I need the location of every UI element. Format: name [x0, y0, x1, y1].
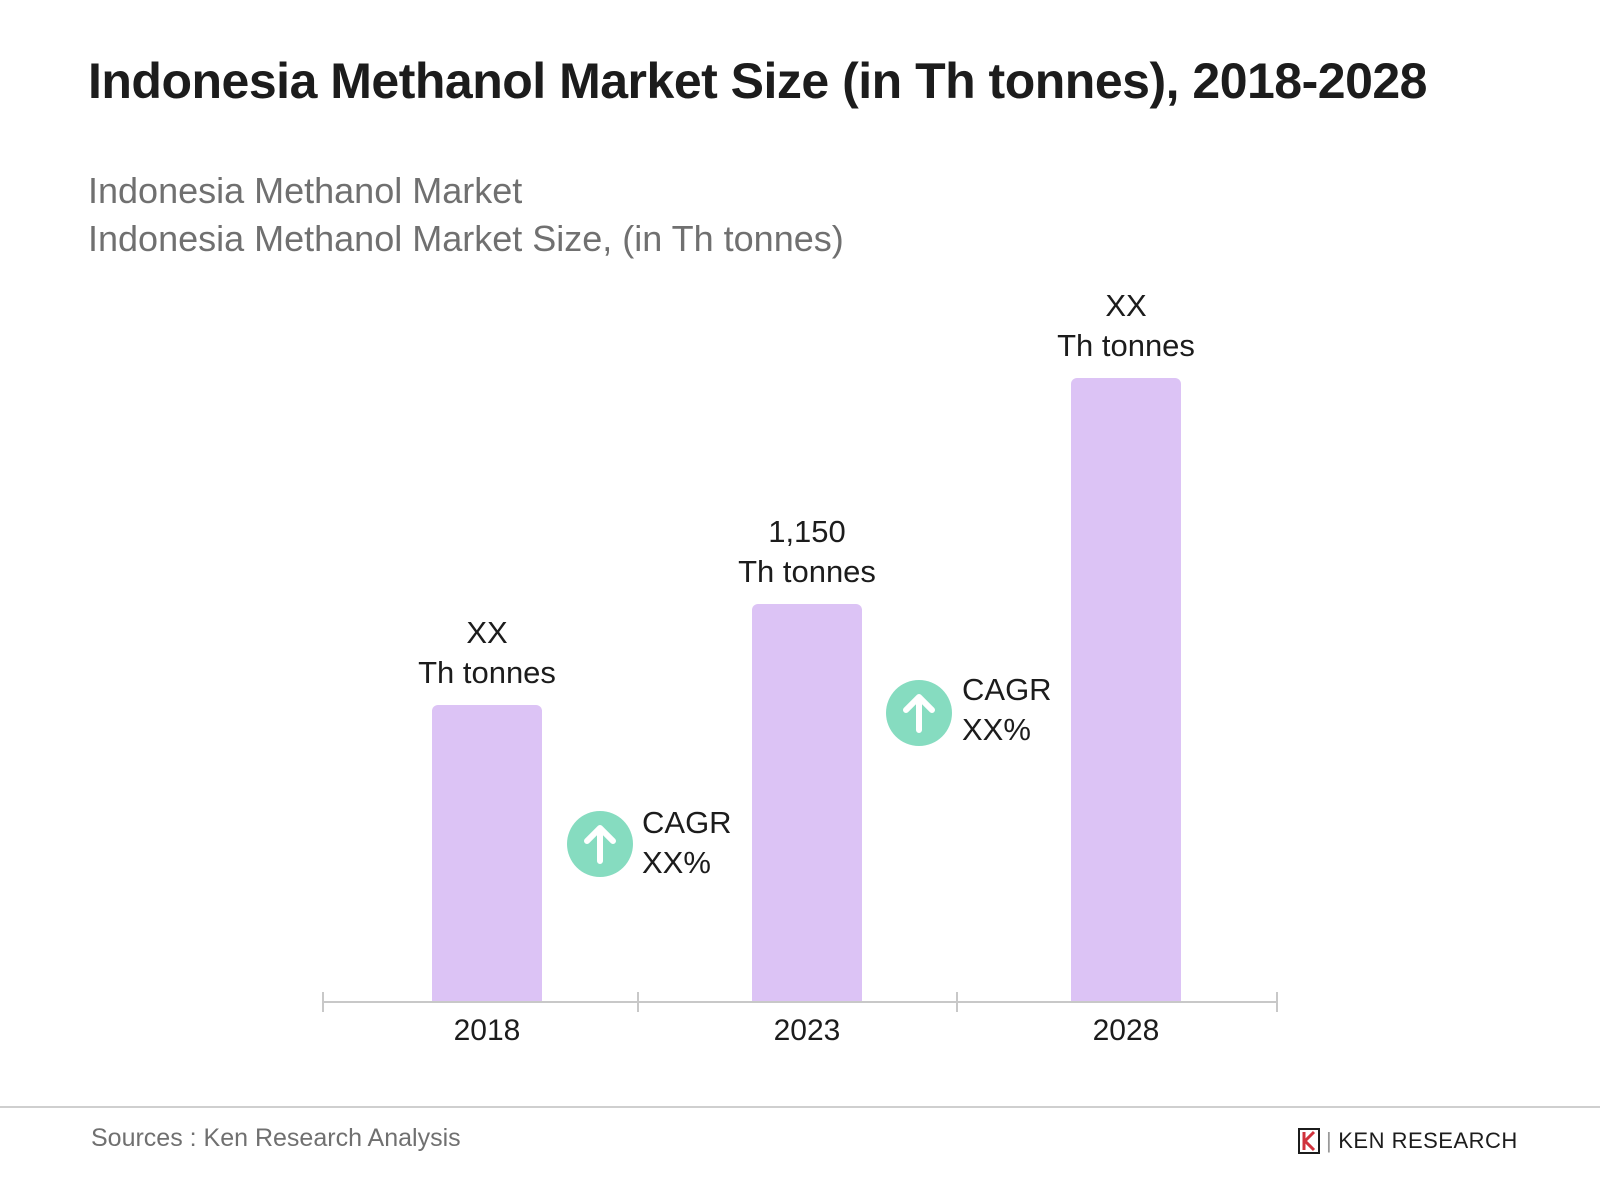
brand-name: KEN RESEARCH: [1338, 1128, 1518, 1153]
cagr-label: CAGR: [642, 805, 732, 840]
cagr-label: CAGR: [962, 672, 1052, 707]
cagr-arrow-up-icon: [886, 680, 952, 746]
axis-tick: [1276, 992, 1278, 1012]
x-axis: [323, 1001, 1277, 1003]
footer-divider: [0, 1106, 1600, 1108]
axis-tick: [322, 992, 324, 1012]
data-label: 1,150 Th tonnes: [697, 512, 917, 592]
cagr-annotation-1: CAGR XX%: [642, 803, 732, 883]
x-tick-label: 2018: [453, 1014, 521, 1047]
source-note: Sources : Ken Research Analysis: [91, 1124, 461, 1152]
x-tick-label: 2028: [1092, 1014, 1160, 1047]
ken-research-logo-icon: [1298, 1128, 1320, 1154]
data-label: XX Th tonnes: [377, 613, 597, 693]
cagr-value: XX%: [642, 845, 711, 880]
axis-tick: [637, 992, 639, 1012]
cagr-annotation-2: CAGR XX%: [962, 670, 1052, 750]
subtitle-1: Indonesia Methanol Market: [88, 170, 523, 211]
data-label: XX Th tonnes: [1016, 286, 1236, 366]
bar-2018: [432, 705, 542, 1001]
data-label-unit: Th tonnes: [418, 655, 556, 691]
ken-research-logo: | KEN RESEARCH: [1298, 1128, 1518, 1154]
data-label-value: 1,150: [768, 514, 846, 549]
bar-2023: [752, 604, 862, 1001]
data-label-value: XX: [466, 615, 508, 651]
data-label-unit: Th tonnes: [738, 554, 876, 589]
axis-tick: [956, 992, 958, 1012]
cagr-arrow-up-icon: [567, 811, 633, 877]
subtitle-2: Indonesia Methanol Market Size, (in Th t…: [88, 218, 844, 259]
data-label-value: XX: [1105, 287, 1147, 323]
data-label-unit: Th tonnes: [1057, 327, 1195, 363]
x-tick-label: 2023: [773, 1014, 841, 1047]
chart-title: Indonesia Methanol Market Size (in Th to…: [88, 53, 1428, 109]
bar-2028: [1071, 377, 1181, 1001]
cagr-value: XX%: [962, 712, 1031, 747]
